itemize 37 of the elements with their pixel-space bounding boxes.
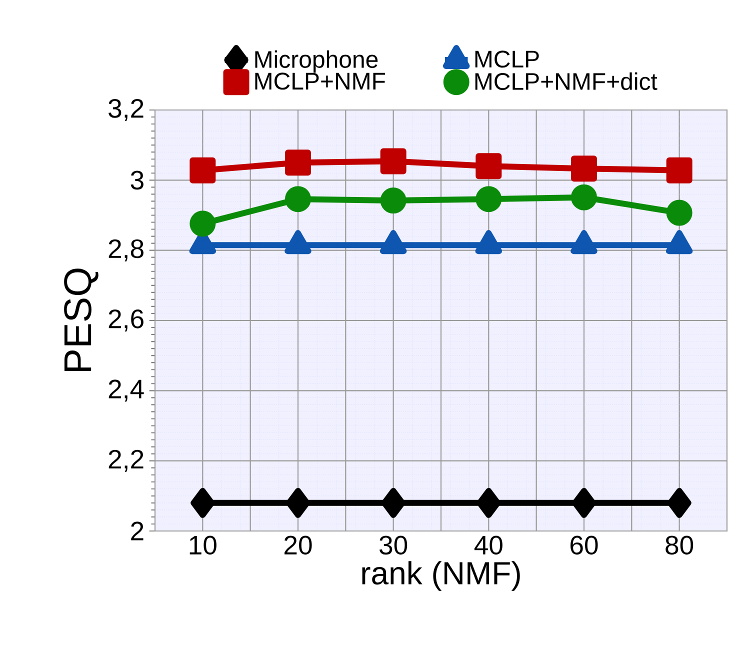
point <box>572 488 596 518</box>
legend-label: MCLP+NMF+dict <box>475 72 658 90</box>
point <box>570 156 597 182</box>
point <box>476 488 501 518</box>
point <box>190 157 216 184</box>
point <box>380 188 406 214</box>
point <box>570 184 597 210</box>
x-tick-label: 60 <box>570 536 598 555</box>
point <box>285 186 311 212</box>
point <box>190 488 215 518</box>
point <box>666 157 692 184</box>
x-tick-label: 30 <box>380 536 408 555</box>
point <box>380 148 406 174</box>
y-tick-label: 3 <box>130 170 144 190</box>
y-tick-label: 2,8 <box>108 239 144 262</box>
point <box>666 200 692 226</box>
y-tick-label: 2 <box>131 522 144 540</box>
legend-label: Microphone <box>255 50 378 73</box>
point <box>476 153 502 180</box>
point <box>381 488 406 518</box>
y-tick-label: 2,4 <box>108 380 144 402</box>
y-axis-title: PESQ <box>64 268 98 372</box>
point <box>190 210 216 237</box>
y-tick-label: 2,2 <box>108 450 144 472</box>
point <box>285 150 311 176</box>
x-tick-label: 80 <box>666 536 694 555</box>
point <box>476 186 502 212</box>
x-tick-label: 40 <box>474 536 502 555</box>
y-tick-label: 2,6 <box>108 309 144 332</box>
legend-label: MCLP+NMF <box>255 72 386 90</box>
x-tick-label: 20 <box>284 536 312 555</box>
legend-label: MCLP <box>475 50 539 68</box>
point <box>286 488 310 518</box>
point <box>667 488 692 518</box>
x-axis-title: rank (NMF) <box>362 561 520 591</box>
y-tick-label: 3,2 <box>108 98 144 122</box>
x-tick-label: 10 <box>190 536 216 555</box>
